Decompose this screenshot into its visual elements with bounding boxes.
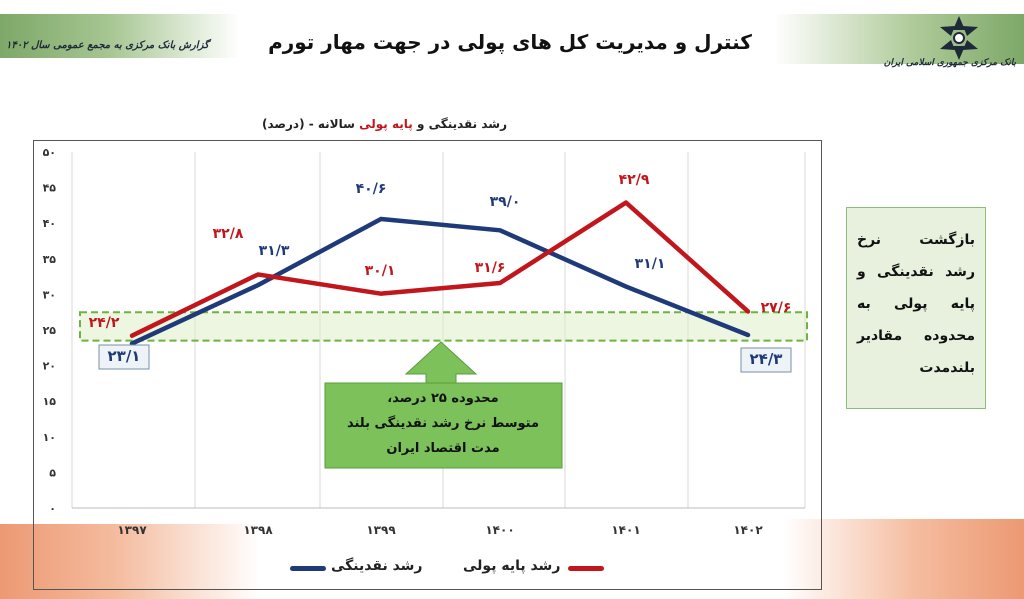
legend-label-liquidity: رشد نقدینگی [331, 558, 423, 574]
data-label-liquidity-4: ۳۱/۱ [635, 256, 666, 272]
data-label-box-liquidity-0 [98, 344, 150, 370]
data-label-box-liquidity-5 [740, 347, 792, 373]
data-label-liquidity-5: ۲۴/۳ [750, 350, 783, 368]
header-band-left [0, 14, 240, 58]
chart-title: رشد نقدینگی و پایه پولی سالانه - (درصد) [262, 117, 507, 131]
y-tick-label-5: ۲۵ [43, 324, 57, 337]
side-note: بازگشت نرخ رشد نقدینگی و پایه پولی به مح… [846, 207, 986, 409]
chart-title-highlight: پایه پولی [359, 117, 413, 131]
series-line-base-money [129, 200, 751, 338]
legend-swatch-base-money [568, 566, 604, 571]
x-tick-label-0: ۱۳۹۷ [117, 523, 147, 537]
footer-band-right [784, 519, 1024, 599]
y-tick-label-3: ۱۵ [43, 395, 57, 408]
data-label-liquidity-3: ۳۹/۰ [490, 194, 521, 210]
y-tick-label-1: ۵ [49, 466, 56, 479]
data-label-base-money-1: ۳۲/۸ [213, 226, 244, 242]
legend-label-base-money: رشد پایه پولی [463, 558, 561, 574]
footer-band-left [0, 524, 260, 599]
legend-swatch-liquidity [290, 566, 326, 571]
y-tick-label-10: ۵۰ [43, 146, 56, 159]
bank-logo-icon [940, 16, 978, 60]
header-band-right [774, 14, 1024, 64]
y-tick-label-9: ۴۵ [43, 182, 57, 195]
y-tick-label-6: ۳۰ [43, 288, 56, 301]
data-label-liquidity-1: ۳۱/۳ [259, 243, 290, 259]
data-label-liquidity-0: ۲۳/۱ [108, 347, 141, 365]
callout-line-2: مدت اقتصاد ایران [386, 441, 499, 456]
x-tick-label-4: ۱۴۰۱ [611, 523, 640, 537]
callout-line-1: متوسط نرخ رشد نقدینگی بلند [347, 415, 539, 431]
data-label-base-money-0: ۲۴/۲ [89, 315, 120, 331]
data-label-base-money-5: ۲۷/۶ [761, 300, 792, 316]
chart-frame [33, 140, 822, 590]
callout-arrow-icon [404, 341, 478, 384]
data-label-base-money-3: ۳۱/۶ [475, 260, 506, 276]
data-label-base-money-2: ۳۰/۱ [365, 263, 396, 279]
report-label: گزارش بانک مرکزی به مجمع عمومی سال ۱۴۰۲ [6, 40, 209, 51]
data-label-liquidity-2: ۴۰/۶ [356, 181, 387, 197]
y-tick-label-4: ۲۰ [43, 360, 56, 373]
y-tick-label-0: ۰ [49, 502, 56, 515]
long-term-band [79, 311, 808, 342]
x-tick-label-3: ۱۴۰۰ [485, 523, 514, 537]
x-tick-label-1: ۱۳۹۸ [243, 523, 273, 537]
x-tick-label-2: ۱۳۹۹ [366, 523, 396, 537]
bank-name: بانک مرکزی جمهوری اسلامی ایران [883, 58, 1016, 68]
page-title: کنترل و مدیریت کل های پولی در جهت مهار ت… [268, 30, 752, 54]
x-tick-label-5: ۱۴۰۲ [733, 523, 763, 537]
callout-line-0: محدوده ۲۵ درصد، [387, 391, 498, 406]
series-line-liquidity [129, 216, 751, 346]
chart-title-part2: سالانه - (درصد) [262, 117, 360, 131]
callout-box [324, 382, 563, 469]
y-tick-label-2: ۱۰ [43, 431, 56, 444]
y-tick-label-7: ۳۵ [43, 253, 57, 266]
chart-title-part1: رشد نقدینگی و [412, 117, 507, 131]
y-tick-label-8: ۴۰ [43, 217, 56, 230]
data-label-base-money-4: ۴۲/۹ [619, 172, 650, 188]
